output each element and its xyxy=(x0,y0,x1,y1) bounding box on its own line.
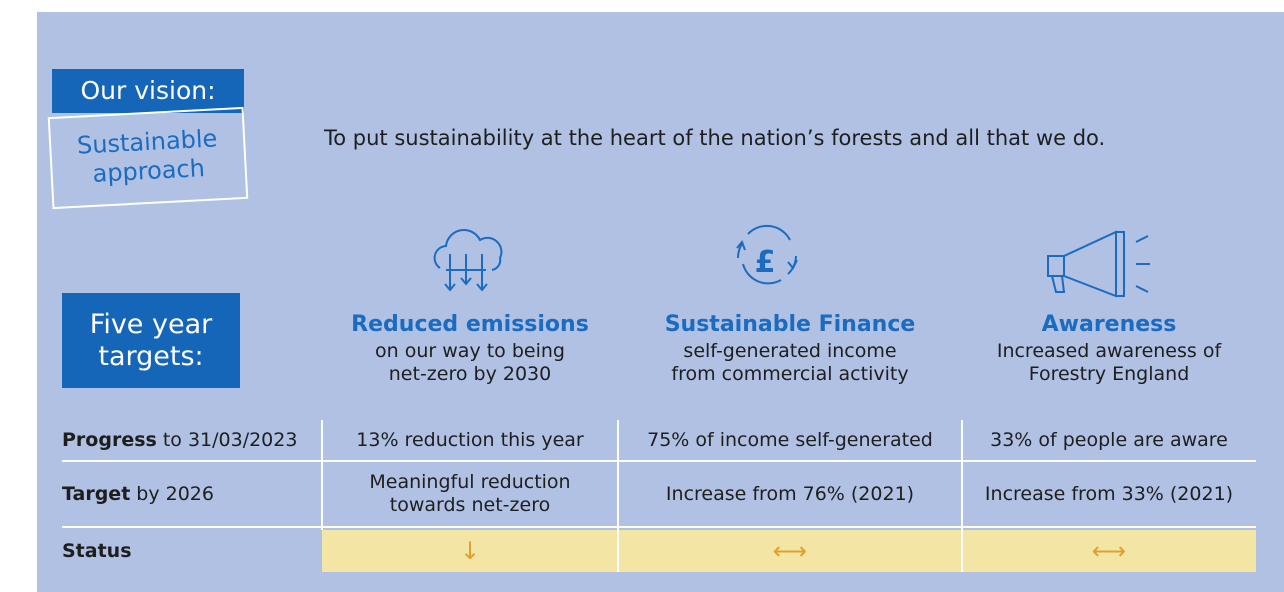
targets-heading-line: targets: xyxy=(98,340,204,372)
row-label-bold: Progress xyxy=(62,429,157,451)
cell: 13% reduction this year xyxy=(322,420,618,460)
vision-label: Our vision: xyxy=(52,69,244,113)
cell: ⟷ xyxy=(618,530,962,572)
cell: Increase from 33% (2021) xyxy=(962,462,1256,526)
row-label: Target by 2026 xyxy=(62,462,214,526)
column-description: net-zero by 2030 xyxy=(388,363,552,385)
cell-line: 33% of people are aware xyxy=(990,428,1228,451)
panel xyxy=(37,12,1284,592)
column-divider xyxy=(961,420,963,572)
column-description: on our way to being xyxy=(375,340,565,362)
cell-line: Increase from 76% (2021) xyxy=(665,482,915,505)
vision-statement: To put sustainability at the heart of th… xyxy=(324,126,1106,150)
column-description: self-generated income xyxy=(683,340,897,362)
svg-text:£: £ xyxy=(755,245,776,280)
cell-line: Increase from 33% (2021) xyxy=(984,482,1234,505)
row-label-bold: Status xyxy=(62,540,132,562)
column-title: Reduced emissions xyxy=(351,312,589,337)
cell: ↓ xyxy=(322,530,618,572)
row-label-rest: by 2026 xyxy=(136,483,214,505)
row-label-rest: to 31/03/2023 xyxy=(162,429,298,451)
column-title: Sustainable Finance xyxy=(664,312,916,337)
cell: ⟷ xyxy=(962,530,1256,572)
column-divider xyxy=(617,420,619,572)
column-header: Sustainable Finance self-generated income… xyxy=(618,310,962,386)
column-header: Awareness Increased awareness of Forestry … xyxy=(962,310,1256,386)
cell-line: 13% reduction this year xyxy=(356,428,584,451)
cell-line: ⟷ xyxy=(1091,536,1127,565)
cell: Meaningful reduction towards net-zero xyxy=(322,462,618,526)
cell: Increase from 76% (2021) xyxy=(618,462,962,526)
megaphone-icon xyxy=(1047,230,1150,298)
column-title: Awareness xyxy=(1041,312,1177,337)
cell: 75% of income self-generated xyxy=(618,420,962,460)
targets-heading-line: Five year xyxy=(89,308,213,340)
cell-line: towards net-zero xyxy=(389,494,551,516)
row-label-bold: Target xyxy=(62,483,131,505)
cell: 33% of people are aware xyxy=(962,420,1256,460)
row-label: Status xyxy=(62,530,138,572)
cell-line: Meaningful reduction xyxy=(369,471,571,493)
row-divider xyxy=(62,460,1256,462)
column-description: from commercial activity xyxy=(671,363,909,385)
status-band xyxy=(322,530,1256,572)
cloud-icon xyxy=(433,229,503,292)
column-description: Increased awareness of xyxy=(996,340,1222,362)
column-header: Reduced emissions on our way to being net-… xyxy=(322,310,618,386)
targets-heading: Five year targets: xyxy=(62,293,240,388)
column-divider xyxy=(321,420,323,530)
column-description: Forestry England xyxy=(1028,363,1190,385)
finance-icon: £ xyxy=(736,224,798,285)
cell-line: ↓ xyxy=(459,536,481,565)
cell-line: 75% of income self-generated xyxy=(647,428,933,451)
cell-line: ⟷ xyxy=(772,536,808,565)
row-label: Progress to 31/03/2023 xyxy=(62,420,297,460)
row-divider xyxy=(62,526,1256,528)
